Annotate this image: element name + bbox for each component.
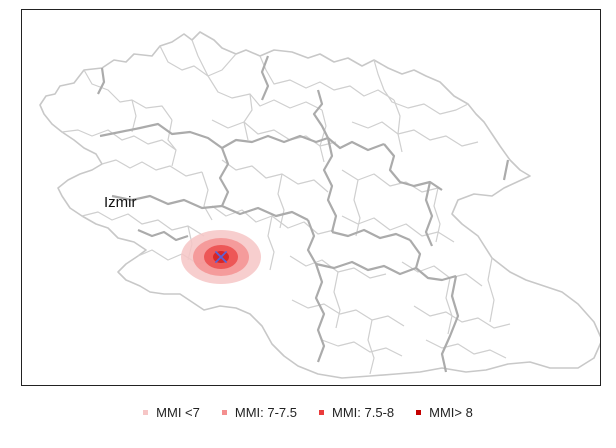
- region-outline: [39, 31, 600, 379]
- x-marker-icon[interactable]: [215, 251, 227, 263]
- city-label: Izmir: [104, 194, 137, 211]
- legend-item-mmi-7.5-8: MMI: 7.5-8: [319, 405, 394, 420]
- legend-label: MMI> 8: [429, 404, 473, 420]
- legend-label: MMI <7: [156, 404, 200, 420]
- legend-swatch: [221, 409, 227, 415]
- legend-swatch: [416, 409, 422, 415]
- map-canvas[interactable]: Izmir: [22, 10, 600, 385]
- legend-label: MMI: 7.5-8: [332, 404, 395, 420]
- legend-swatch: [319, 409, 324, 415]
- legend: MMI <7 MMI: 7-7.5 MMI: 7.5-8 MMI> 8: [0, 402, 616, 422]
- legend-item-mmi-7-7.5: MMI: 7-7.5: [221, 404, 297, 420]
- legend-label: MMI: 7-7.5: [234, 404, 297, 420]
- legend-swatch: [143, 409, 149, 415]
- legend-item-mmi-lt7: MMI <7: [143, 405, 200, 420]
- legend-item-mmi-gt8: MMI> 8: [416, 405, 473, 420]
- province-boundaries: [97, 55, 510, 373]
- map-frame[interactable]: Izmir: [21, 9, 601, 386]
